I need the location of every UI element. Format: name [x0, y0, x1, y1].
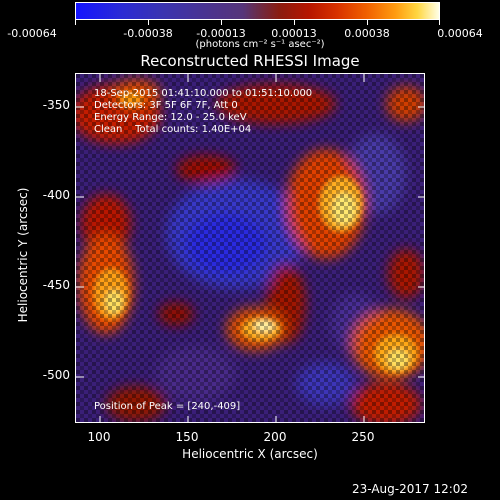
- colorbar-tick-label: -0.00038: [123, 27, 173, 40]
- colorbar-tick: [221, 20, 222, 25]
- colorbar-tick-label: 0.00013: [271, 27, 317, 40]
- x-tick-label: 150: [175, 430, 199, 444]
- image-title: Reconstructed RHESSI Image: [140, 52, 360, 70]
- plot-timestamp: 23-Aug-2017 12:02: [352, 482, 469, 496]
- info-line-detectors: Detectors: 3F 5F 6F 7F, Att 0: [94, 100, 238, 111]
- plot-area: 18-Sep-2015 01:41:10.000 to 01:51:10.000…: [75, 73, 425, 423]
- rhessi-image: 18-Sep-2015 01:41:10.000 to 01:51:10.000…: [76, 74, 424, 422]
- x-tick-label: 200: [263, 430, 287, 444]
- colorbar-tick: [148, 20, 149, 25]
- colorbar-tick-label: 0.00038: [344, 27, 390, 40]
- colorbar-tick: [439, 20, 440, 25]
- colorbar-tick-label: 0.00064: [437, 27, 483, 40]
- peak-position-label: Position of Peak = [240,-409]: [94, 401, 240, 412]
- y-axis-label: Heliocentric Y (arcsec): [16, 187, 30, 323]
- y-tick-label: -450: [42, 278, 70, 292]
- colorbar-tick-label: -0.00013: [196, 27, 246, 40]
- info-line-clean: Clean Total counts: 1.40E+04: [94, 124, 251, 135]
- colorbar-tick: [294, 20, 295, 25]
- colorbar: [75, 2, 440, 20]
- colorbar-units-label: (photons cm⁻² s⁻¹ asec⁻²): [195, 39, 325, 50]
- info-line-date: 18-Sep-2015 01:41:10.000 to 01:51:10.000: [94, 88, 312, 99]
- colorbar-tick: [75, 20, 76, 25]
- y-tick-label: -500: [42, 368, 70, 382]
- colorbar-tick-label: -0.00064: [7, 27, 57, 40]
- colorbar-tick: [367, 20, 368, 25]
- x-tick-label: 100: [87, 430, 111, 444]
- y-tick-label: -400: [42, 188, 70, 202]
- x-tick-label: 250: [351, 430, 375, 444]
- info-line-energy: Energy Range: 12.0 - 25.0 keV: [94, 112, 247, 123]
- x-axis-label: Heliocentric X (arcsec): [182, 447, 318, 461]
- y-tick-label: -350: [42, 98, 70, 112]
